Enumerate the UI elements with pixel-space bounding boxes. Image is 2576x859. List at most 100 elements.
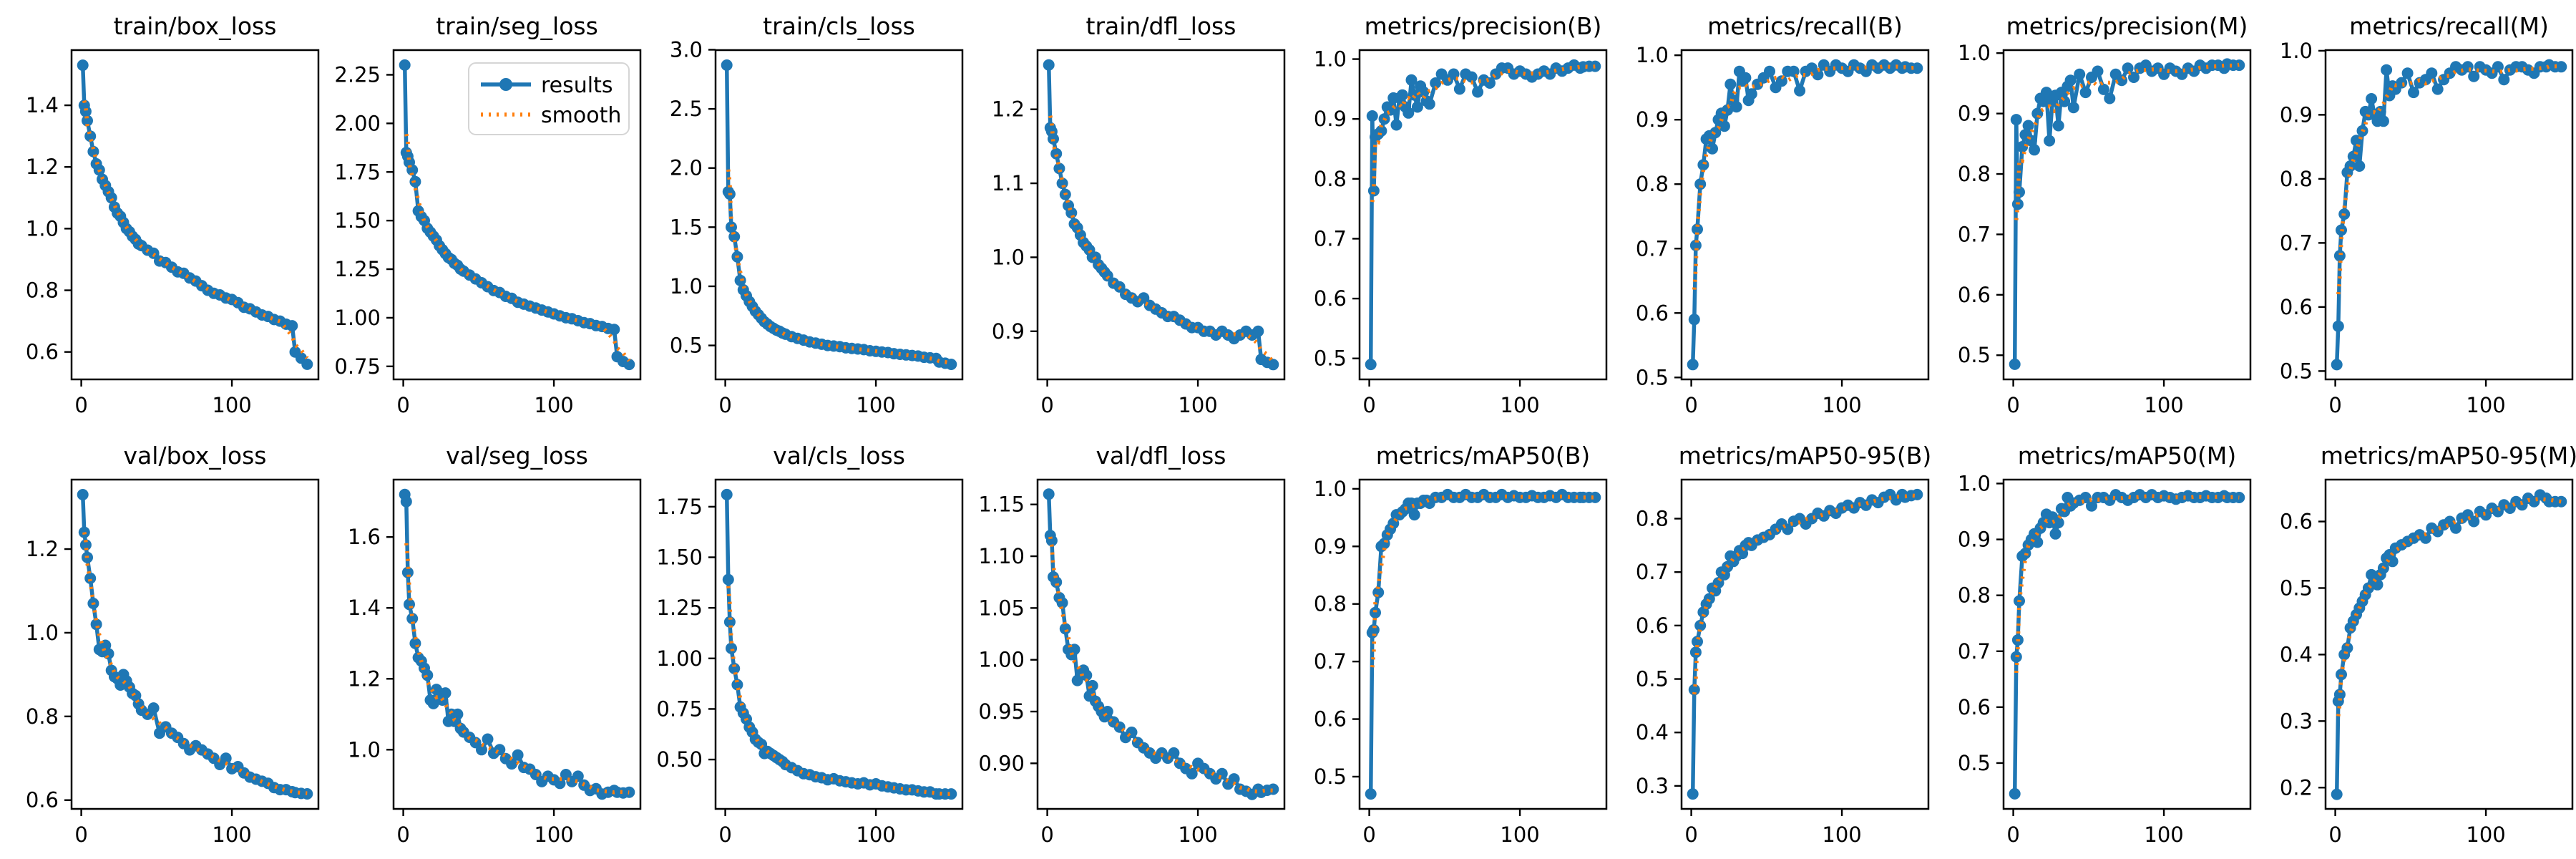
x-tick-label: 0 <box>1362 822 1375 847</box>
results-marker <box>1366 110 1378 122</box>
y-tick-label: 1.00 <box>656 646 703 671</box>
y-tick-label: 0.7 <box>1958 222 1991 246</box>
smooth-line <box>1692 493 1918 695</box>
results-marker <box>1367 623 1380 636</box>
results-marker <box>2381 64 2393 76</box>
results-marker <box>147 247 160 259</box>
results-marker <box>439 687 452 699</box>
results-line <box>2334 492 2562 795</box>
x-tick-label: 100 <box>212 393 251 417</box>
results-marker <box>623 359 635 371</box>
results-marker <box>1589 60 1601 72</box>
results-marker <box>722 573 734 586</box>
subplot-title: metrics/precision(M) <box>2006 12 2248 40</box>
results-line <box>1368 492 1596 795</box>
smooth-line <box>404 133 631 362</box>
results-marker <box>2044 135 2056 147</box>
y-tick-label: 0.7 <box>2280 230 2313 255</box>
subplot-title: metrics/recall(M) <box>2349 12 2549 40</box>
results-marker <box>301 788 313 800</box>
x-tick-label: 0 <box>1040 822 1053 847</box>
subplot-title: train/seg_loss <box>436 12 598 40</box>
results-marker <box>147 702 160 714</box>
axes-frame <box>392 49 642 381</box>
results-marker <box>2010 114 2022 126</box>
results-marker <box>421 669 434 681</box>
results-marker <box>1694 178 1707 190</box>
axes-frame <box>2002 49 2252 381</box>
results-marker <box>2049 528 2062 540</box>
results-marker <box>2052 517 2064 529</box>
results-marker <box>1365 788 1377 800</box>
x-tick-label: 0 <box>396 393 409 417</box>
y-tick-label: 0.9 <box>1958 102 1991 126</box>
x-tick-label: 100 <box>1500 393 1539 417</box>
results-marker <box>1080 669 1093 681</box>
results-marker <box>1216 767 1228 780</box>
subplot-title: val/seg_loss <box>446 442 588 470</box>
results-marker <box>1053 162 1065 175</box>
results-marker <box>945 788 957 800</box>
x-tick-label: 0 <box>74 822 87 847</box>
y-tick-label: 0.6 <box>1636 301 1669 325</box>
results-marker <box>1911 62 1923 74</box>
results-marker <box>2498 74 2510 86</box>
smooth-line <box>726 586 952 796</box>
y-tick-label: 2.25 <box>334 62 381 87</box>
results-marker <box>2555 495 2567 508</box>
results-marker <box>1718 120 1730 132</box>
results-marker <box>2079 87 2092 99</box>
y-tick-label: 0.95 <box>978 699 1025 724</box>
results-marker <box>2332 320 2344 332</box>
y-tick-label: 0.50 <box>656 747 703 772</box>
results-marker <box>1405 74 1418 86</box>
results-marker <box>1408 509 1420 521</box>
results-marker <box>2031 536 2044 548</box>
smooth-line <box>1370 64 1596 203</box>
results-marker <box>2086 500 2097 512</box>
results-marker <box>1390 119 1402 131</box>
x-tick-label: 100 <box>534 822 573 847</box>
y-tick-label: 1.6 <box>348 525 381 549</box>
y-tick-label: 0.9 <box>1314 107 1347 131</box>
results-marker <box>1186 767 1198 780</box>
results-marker <box>1043 488 1055 500</box>
y-tick-label: 0.4 <box>1636 720 1669 744</box>
results-marker <box>1252 325 1264 337</box>
smooth-line <box>82 100 309 359</box>
results-marker <box>1740 72 1752 84</box>
results-marker <box>2040 87 2052 99</box>
y-tick-label: 0.6 <box>26 340 59 364</box>
results-marker <box>1472 86 1484 98</box>
results-marker <box>400 495 412 508</box>
results-marker <box>2009 358 2021 370</box>
y-tick-label: 1.0 <box>1958 471 1991 495</box>
results-marker <box>1086 679 1098 691</box>
results-marker <box>1048 133 1059 145</box>
results-marker <box>1775 75 1787 87</box>
results-marker <box>1418 86 1430 98</box>
results-marker <box>1745 88 1757 100</box>
x-tick-label: 100 <box>1822 822 1861 847</box>
y-tick-label: 1.05 <box>978 596 1025 620</box>
results-marker <box>2064 74 2077 87</box>
results-marker <box>2104 92 2116 105</box>
results-marker <box>726 642 737 654</box>
subplot-metrics-map50-b-: metrics/mAP50(B) 0.5 0.6 0.7 0.8 0.9 1.0 0 100 <box>1314 442 1608 847</box>
results-marker <box>512 749 524 761</box>
y-tick-label: 1.00 <box>334 306 381 330</box>
y-tick-label: 0.5 <box>1314 346 1347 371</box>
results-marker <box>406 613 419 625</box>
y-tick-label: 1.75 <box>656 495 703 519</box>
results-marker <box>301 358 313 370</box>
subplot-train-cls-loss: train/cls_loss 0.5 1.0 1.5 2.0 2.5 3.0 0 100 <box>670 12 964 417</box>
y-tick-label: 1.50 <box>656 545 703 570</box>
results-marker <box>105 192 117 204</box>
subplot-metrics-precision-m-: metrics/precision(M) 0.5 0.6 0.7 0.8 0.9 1.0 0 1… <box>1958 12 2252 417</box>
y-tick-label: 0.5 <box>1958 343 1991 367</box>
x-tick-label: 0 <box>1684 822 1697 847</box>
subplot-val-dfl-loss: val/dfl_loss 0.90 0.95 1.00 1.05 1.10 1.15 0 100 <box>978 442 1286 847</box>
results-marker <box>2462 61 2474 73</box>
axes-frame <box>70 49 320 381</box>
y-tick-label: 0.4 <box>2280 642 2313 666</box>
